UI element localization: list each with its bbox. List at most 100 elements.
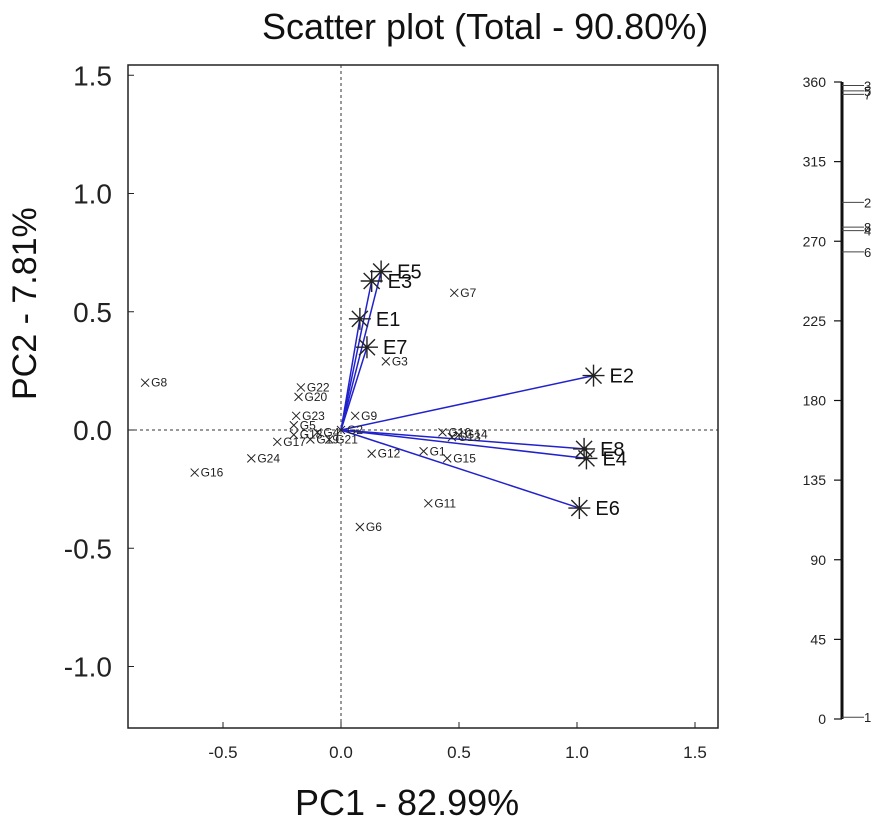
genotype-marker	[289, 430, 299, 440]
y-axis-label: PC2 - 7.81%	[6, 207, 44, 400]
genotype-point: G12	[367, 447, 401, 461]
genotype-label: G15	[453, 451, 476, 465]
environment-label: E4	[602, 448, 626, 470]
angle-marker-label: 6	[864, 245, 871, 260]
angle-tick-label: 90	[810, 552, 826, 568]
x-tick-label: 0.0	[329, 743, 353, 762]
genotype-marker	[336, 425, 346, 435]
environment-vector	[340, 271, 382, 431]
genotype-label: G14	[465, 428, 488, 442]
plot-area: -0.5 0.0 0.5 1.0 1.5 -1.0 -0.5 0.0 0.5 1.0 1.5 G1 G2…	[64, 60, 719, 762]
genotype-point: G16	[190, 466, 224, 480]
environment-point: E2	[582, 364, 634, 388]
genotype-label: G17	[283, 435, 306, 449]
genotype-label: G9	[361, 409, 377, 423]
genotype-marker	[355, 522, 365, 532]
environment-marker	[568, 497, 591, 520]
angle-marker-label: 8	[864, 220, 871, 235]
genotype-marker	[381, 357, 391, 366]
angle-marker-label: 4	[864, 224, 871, 239]
environment-point: E6	[568, 497, 620, 520]
genotype-marker	[350, 411, 360, 421]
y-tick-label: 1.0	[73, 179, 112, 210]
genotype-point: G9	[350, 409, 377, 423]
angle-tick-label: 360	[803, 74, 827, 90]
x-tick-label: 0.5	[447, 743, 471, 762]
genotype-point: G20	[294, 390, 328, 404]
environment-marker	[360, 270, 383, 293]
genotype-label: G23	[302, 409, 325, 423]
angle-tick-label: 135	[803, 472, 827, 488]
angle-tick-label: 270	[803, 233, 827, 249]
angle-scale: 0 45 90 135 180 225 270 315 360 1 6 84 2 357	[803, 74, 872, 727]
angle-marker-label: 5	[864, 84, 871, 99]
genotype-label: G16	[201, 466, 224, 480]
genotype-label: G2	[347, 423, 363, 437]
environment-label: E7	[383, 337, 407, 359]
x-tick-label: -0.5	[208, 743, 237, 762]
angle-tick-label: 180	[803, 393, 827, 409]
genotype-point: G23	[291, 409, 325, 423]
genotype-point: G8	[140, 376, 167, 390]
x-axis-label: PC1 - 82.99%	[295, 782, 520, 823]
genotype-label: G19	[316, 432, 339, 446]
genotype-label: G8	[151, 376, 167, 390]
genotype-marker	[447, 432, 457, 442]
genotype-marker	[294, 392, 303, 402]
angle-tick-label: 45	[810, 631, 826, 647]
environment-marker	[355, 336, 378, 359]
genotype-marker	[289, 420, 299, 430]
genotype-point: G21	[324, 432, 358, 446]
genotype-label: G11	[434, 496, 456, 510]
genotype-marker	[305, 435, 315, 444]
genotype-point: G7	[449, 286, 477, 300]
x-tick-label: 1.5	[683, 743, 707, 762]
genotype-point: G6	[355, 520, 382, 534]
genotype-point: G13	[447, 430, 481, 444]
genotype-point: G19	[305, 432, 339, 446]
genotype-point: G2	[336, 423, 363, 437]
environment-vector	[340, 347, 368, 431]
environment-point: E4	[575, 447, 627, 470]
environment-point: E3	[360, 270, 412, 293]
genotype-label: G20	[305, 390, 328, 404]
genotype-marker	[438, 428, 447, 437]
environment-marker	[573, 437, 596, 460]
environment-marker	[370, 260, 393, 283]
angle-tick-label: 0	[818, 711, 826, 727]
environment-point: E1	[348, 307, 400, 331]
environment-label: E2	[610, 366, 634, 388]
y-tick-label: -0.5	[64, 533, 112, 564]
angle-tick-label: 225	[803, 313, 827, 329]
genotype-marker	[423, 498, 433, 508]
genotype-marker	[442, 454, 452, 463]
genotype-label: G6	[366, 520, 382, 534]
environment-marker	[575, 447, 598, 470]
angle-marker-label: 7	[864, 87, 871, 102]
genotype-point: G3	[381, 354, 408, 368]
environment-label: E8	[600, 439, 624, 461]
environment-point: E5	[370, 260, 422, 284]
y-tick-label: 0.5	[73, 297, 112, 328]
environment-label: E5	[397, 262, 421, 284]
angle-marker-label: 1	[864, 710, 871, 725]
genotype-point: G14	[454, 428, 488, 442]
environment-vector	[340, 429, 585, 450]
genotype-marker	[367, 449, 377, 459]
genotype-point: G18	[289, 428, 323, 442]
genotype-point: G17	[272, 435, 306, 449]
genotype-point: G11	[423, 496, 456, 510]
genotype-point: G1	[419, 444, 446, 458]
genotype-point: G10	[438, 425, 471, 439]
environment-marker	[582, 364, 605, 387]
genotype-label: G12	[378, 447, 401, 461]
genotype-marker	[449, 288, 459, 298]
genotype-label: G10	[448, 425, 471, 439]
chart-title: Scatter plot (Total - 90.80%)	[262, 6, 709, 47]
genotype-label: G24	[257, 451, 280, 465]
y-tick-label: 1.5	[73, 60, 112, 91]
genotype-point: G22	[296, 380, 330, 394]
genotype-label: G1	[430, 444, 446, 458]
genotype-marker	[140, 378, 150, 388]
